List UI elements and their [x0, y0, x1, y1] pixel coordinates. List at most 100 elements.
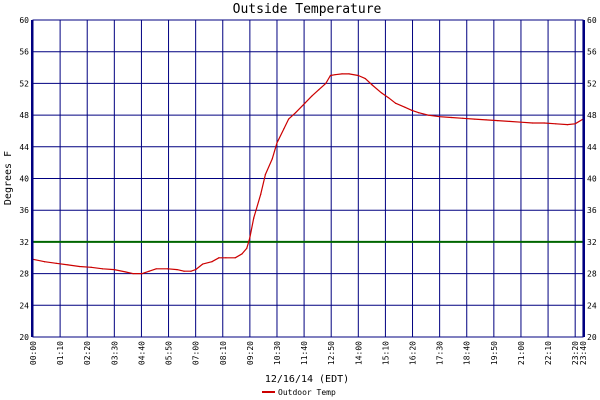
y-tick-label-right-52: 52	[587, 79, 597, 88]
data-point	[264, 173, 266, 176]
x-tick-label-15: 17:30	[436, 341, 445, 365]
data-point	[411, 109, 413, 111]
data-point	[543, 122, 545, 124]
y-tick-labels: 20 20 24 24 28 28 32 32 36 36 40 40 44 44 48 48 52 52 56 56…	[19, 16, 596, 342]
data-point	[148, 270, 150, 272]
x-tick-label-11: 12:50	[327, 341, 336, 365]
data-point	[249, 237, 251, 239]
x-tick-label-10: 11:40	[300, 341, 309, 365]
data-point	[190, 270, 192, 272]
data-point	[246, 247, 248, 249]
data-point	[364, 78, 366, 80]
data-point	[183, 270, 185, 272]
y-tick-label-right-24: 24	[587, 301, 597, 310]
data-point	[276, 142, 278, 144]
y-tick-label-right-60: 60	[587, 16, 597, 25]
data-point	[371, 84, 373, 86]
chart-title: Outside Temperature	[233, 2, 382, 17]
x-tick-label-13: 15:10	[381, 341, 390, 365]
data-point	[195, 269, 197, 271]
x-tick-label-4: 04:40	[137, 341, 146, 365]
data-point	[294, 112, 297, 114]
data-point	[566, 124, 569, 126]
data-point	[555, 123, 557, 125]
data-point	[241, 253, 243, 255]
data-point	[473, 118, 476, 120]
data-point	[55, 262, 57, 264]
x-tick-label-17: 19:50	[490, 341, 499, 365]
x-tick-label-8: 09:20	[246, 341, 255, 365]
x-tick-label-7: 08:10	[219, 341, 228, 365]
data-point	[132, 273, 134, 275]
series-line-outdoor-temp	[32, 73, 584, 275]
y-tick-label-left-36: 36	[19, 206, 29, 215]
data-point	[450, 116, 452, 119]
data-point	[155, 268, 157, 270]
legend-label-0: Outdoor Temp	[278, 388, 336, 397]
y-tick-label-right-32: 32	[587, 238, 597, 247]
x-axis-label: 12/16/14 (EDT)	[265, 374, 349, 385]
data-point	[167, 268, 169, 270]
x-tick-label-18: 21:00	[517, 341, 526, 365]
data-point	[44, 261, 46, 263]
data-point	[387, 97, 390, 99]
data-point	[574, 123, 576, 125]
data-point	[311, 95, 313, 97]
y-tick-label-right-56: 56	[587, 48, 597, 57]
data-point	[67, 264, 69, 266]
data-point	[90, 266, 92, 268]
data-point	[260, 193, 262, 195]
x-tick-label-14: 16:20	[409, 341, 418, 365]
data-point	[497, 120, 499, 122]
y-axis-label: Degrees F	[3, 151, 14, 205]
data-point	[508, 120, 510, 123]
data-point	[102, 268, 104, 270]
data-point	[348, 73, 350, 75]
data-point	[287, 118, 290, 120]
y-tick-label-right-20: 20	[587, 333, 597, 342]
y-tick-label-left-48: 48	[19, 111, 29, 120]
data-point	[283, 127, 285, 130]
data-point	[520, 121, 522, 123]
data-point	[211, 261, 213, 263]
data-point	[462, 117, 464, 119]
data-point	[334, 74, 336, 76]
y-tick-label-left-52: 52	[19, 79, 29, 88]
data-point	[78, 265, 81, 268]
x-tick-label-20: 23:20	[571, 341, 580, 365]
y-tick-label-left-40: 40	[19, 175, 29, 184]
data-point	[325, 82, 327, 84]
x-tick-label-5: 05:50	[165, 341, 174, 365]
y-tick-label-right-48: 48	[587, 111, 597, 120]
x-tick-label-19: 22:10	[544, 341, 553, 365]
x-tick-label-2: 02:20	[83, 341, 92, 365]
data-point	[304, 102, 306, 104]
x-tick-label-12: 14:00	[354, 341, 363, 365]
data-point	[318, 89, 320, 91]
y-tick-label-left-24: 24	[19, 301, 29, 310]
data-point	[418, 112, 420, 114]
x-tick-labels: 00:00 01:10 02:20 03:30 04:40 05:50 07:00 08:10…	[29, 341, 588, 365]
data-point	[394, 102, 397, 104]
y-tick-label-left-32: 32	[19, 238, 29, 247]
x-tick-label-1: 01:10	[56, 341, 65, 365]
data-point	[225, 257, 227, 259]
x-tick-label-21: 23:40	[579, 341, 588, 365]
data-point	[404, 106, 406, 108]
data-point	[218, 257, 220, 259]
data-point	[253, 217, 255, 219]
y-tick-label-left-60: 60	[19, 16, 29, 25]
data-point	[329, 74, 332, 77]
x-tick-label-9: 10:30	[273, 341, 282, 365]
data-point	[380, 92, 383, 94]
x-tick-label-6: 07:00	[192, 341, 201, 365]
x-tick-label-3: 03:30	[110, 341, 119, 365]
y-tick-label-right-28: 28	[587, 270, 597, 279]
data-point	[341, 73, 343, 75]
data-point	[531, 122, 534, 124]
data-point	[176, 269, 178, 271]
y-tick-label-left-28: 28	[19, 270, 29, 279]
y-tick-label-right-40: 40	[587, 175, 597, 184]
